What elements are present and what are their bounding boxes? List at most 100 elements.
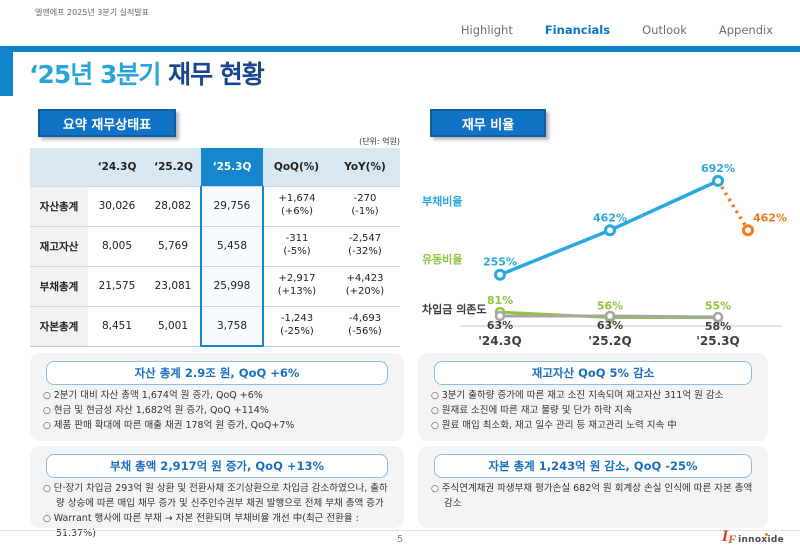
- table-header-row: ‘24.3Q ‘25.2Q ‘25.3Q QoQ(%) YoY(%): [30, 148, 400, 186]
- tab-highlight[interactable]: Highlight: [460, 23, 513, 37]
- insight-bullets: 2분기 대비 자산 총액 1,674억 원 증가, QoQ +6%현금 및 현금…: [43, 389, 396, 434]
- cell-yoy: -2,547 (-32%): [330, 225, 400, 266]
- cell-value: 21,575: [88, 265, 146, 306]
- cell-value: 28,082: [146, 185, 201, 226]
- logo-name: innoxide: [738, 533, 784, 545]
- nav-tabs: Highlight Financials Outlook Appendix: [461, 23, 773, 37]
- bullet-item: 2분기 대비 자산 총액 1,674억 원 증가, QoQ +6%: [43, 389, 396, 404]
- value-label: 63%: [597, 319, 623, 332]
- col-header: [30, 148, 88, 186]
- tab-financials[interactable]: Financials: [544, 23, 611, 37]
- tab-outlook[interactable]: Outlook: [642, 23, 687, 37]
- tab-appendix[interactable]: Appendix: [718, 23, 773, 37]
- yoy-percent: (-32%): [348, 246, 382, 257]
- cell-yoy: +4,423 (+20%): [330, 265, 400, 306]
- yoy-percent: (-56%): [348, 326, 382, 337]
- data-point: [604, 310, 616, 322]
- projection-label: 462%: [753, 211, 787, 224]
- qoq-amount: +1,674: [278, 193, 316, 205]
- series-name: 차입금 의존도: [422, 302, 487, 316]
- insight-bullets: 단·장기 차입금 293억 원 상환 및 전환사채 조기상환으로 차입금 감소하…: [43, 482, 396, 541]
- yoy-amount: -2,547: [348, 233, 382, 245]
- qoq-amount: -311: [285, 233, 309, 245]
- section-badge-balance-sheet: 요약 재무상태표: [38, 109, 176, 137]
- title-accent-bar: [0, 46, 13, 96]
- col-header: ‘25.2Q: [146, 148, 201, 186]
- row-label: 자본총계: [30, 305, 88, 347]
- value-label: 56%: [597, 299, 623, 312]
- projection-line: [716, 179, 750, 232]
- value-label: 55%: [705, 300, 731, 313]
- bullet-item: 원료 매입 최소화, 재고 일수 관리 등 재고관리 노력 지속 中: [431, 419, 760, 434]
- unit-note: (단위: 억원): [359, 137, 400, 146]
- projection-point: [742, 224, 754, 237]
- cell-qoq: +1,674 (+6%): [263, 185, 330, 226]
- row-label: 자산총계: [30, 185, 88, 226]
- insight-panel-equity: 자본 총계 1,243억 원 감소, QoQ -25% 주식연계채권 파생부채 …: [418, 446, 768, 528]
- table-row: 자본총계 8,451 5,001 3,758 -1,243 (-25%) -4,6…: [30, 305, 400, 347]
- series-name: 부채비율: [422, 194, 462, 208]
- data-point: [712, 174, 724, 187]
- yoy-amount: +4,423: [346, 273, 384, 285]
- qoq-percent: (-25%): [280, 326, 314, 337]
- page-title-part2: 재무 현황: [168, 60, 265, 89]
- yoy-amount: -270: [353, 193, 377, 205]
- bullet-item: Warrant 행사에 따른 부채 → 자본 전환되며 부채비율 개선 中(최근…: [43, 512, 396, 542]
- cell-qoq: -1,243 (-25%): [263, 305, 330, 347]
- col-header: ‘24.3Q: [88, 148, 146, 186]
- insight-bullets: 주식연계채권 파생부채 평가손실 682억 원 회계상 손실 인식에 따른 자본…: [431, 482, 760, 512]
- page-title-part1: ‘25년 3분기: [29, 60, 169, 89]
- cell-value: 8,451: [88, 305, 146, 347]
- insight-panel-liabilities: 부채 총액 2,917억 원 증가, QoQ +13% 단·장기 차입금 293…: [30, 446, 404, 539]
- category-label: '24.3Q: [478, 334, 521, 348]
- col-header: QoQ(%): [263, 148, 330, 186]
- bullet-item: 3분기 출하량 증가에 따른 재고 소진 지속되며 재고자산 311억 원 감소: [431, 389, 760, 404]
- cell-yoy: -4,693 (-56%): [330, 305, 400, 347]
- bullet-item: 원재료 소진에 따른 재고 물량 및 단가 하락 지속: [431, 404, 760, 419]
- col-header-current-quarter: ‘25.3Q: [201, 148, 263, 186]
- qoq-percent: (+13%): [277, 286, 317, 297]
- row-label: 부채총계: [30, 265, 88, 306]
- yoy-percent: (+20%): [345, 286, 385, 297]
- insight-bullets: 3분기 출하량 증가에 따른 재고 소진 지속되며 재고자산 311억 원 감소…: [431, 389, 760, 434]
- value-label: 255%: [483, 256, 517, 269]
- value-label: 692%: [701, 162, 735, 175]
- bullet-item: 제품 판매 확대에 따른 매출 채권 178억 원 증가, QoQ+7%: [43, 419, 396, 434]
- category-label: '25.2Q: [588, 334, 631, 348]
- series-name: 유동비율: [422, 252, 462, 266]
- cell-yoy: -270 (-1%): [330, 185, 400, 226]
- page-number: 5: [396, 534, 404, 545]
- data-point: [494, 310, 506, 322]
- cell-value: 8,005: [88, 225, 146, 266]
- value-label: 462%: [593, 211, 627, 224]
- bullet-item: 단·장기 차입금 293억 원 상환 및 전환사채 조기상환으로 차입금 감소하…: [43, 482, 396, 512]
- page-title: ‘25년 3분기 재무 현황: [29, 55, 265, 91]
- cell-value: 5,001: [146, 305, 201, 347]
- qoq-amount: -1,243: [280, 313, 314, 325]
- data-point: [494, 268, 506, 281]
- table-row: 부채총계 21,575 23,081 25,998 +2,917 (+13%) +…: [30, 265, 400, 306]
- insight-title: 자본 총계 1,243억 원 감소, QoQ -25%: [434, 454, 752, 478]
- deck-note: 엘앤에프 2025년 3분기 실적발표: [35, 8, 150, 17]
- footer-divider: [0, 530, 800, 531]
- insight-panel-assets: 자산 총계 2.9조 원, QoQ +6% 2분기 대비 자산 총액 1,674…: [30, 353, 404, 441]
- bullet-item: 주식연계채권 파생부채 평가손실 682억 원 회계상 손실 인식에 따른 자본…: [431, 482, 760, 512]
- table-row: 자산총계 30,026 28,082 29,756 +1,674 (+6%) -2…: [30, 185, 400, 226]
- balance-sheet-table: ‘24.3Q ‘25.2Q ‘25.3Q QoQ(%) YoY(%) 자산총계 …: [30, 148, 400, 347]
- bullet-item: 현금 및 현금성 자산 1,682억 원 증가, QoQ +114%: [43, 404, 396, 419]
- cell-qoq: -311 (-5%): [263, 225, 330, 266]
- company-logo: IF innoxide: [722, 529, 784, 546]
- insight-title: 재고자산 QoQ 5% 감소: [434, 361, 752, 385]
- data-point: [604, 224, 616, 237]
- header-bar: [0, 46, 800, 52]
- qoq-percent: (-5%): [283, 246, 311, 257]
- table-row: 재고자산 8,005 5,769 5,458 -311 (-5%) -2,547(…: [30, 225, 400, 266]
- col-header: YoY(%): [330, 148, 400, 186]
- category-label: '25.3Q: [696, 334, 739, 348]
- cell-qoq: +2,917 (+13%): [263, 265, 330, 306]
- row-label: 재고자산: [30, 225, 88, 266]
- section-badge-financial-ratios: 재무 비율: [430, 109, 546, 137]
- financial-ratios-chart: 255% 462% 692% 부채비율 81% 56% 55% 유동비율 63% 63% 58% 차입…: [422, 162, 787, 348]
- cell-value: 5,458: [200, 225, 264, 266]
